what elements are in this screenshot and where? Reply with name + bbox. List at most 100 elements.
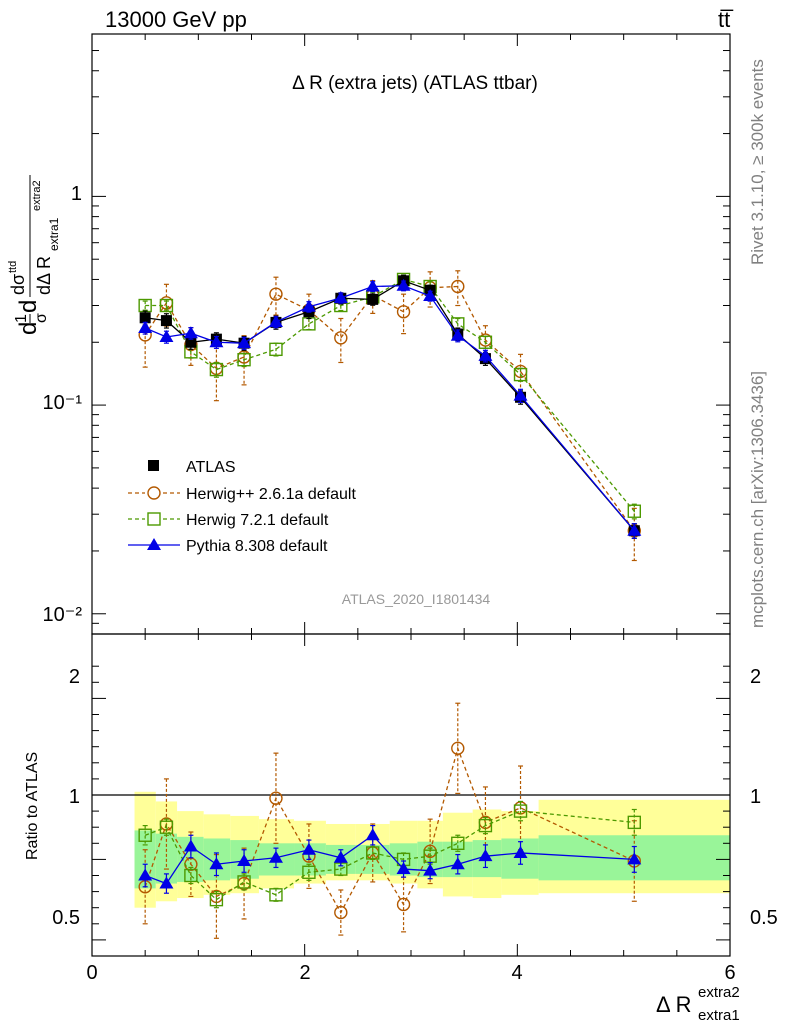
- side-text-bottom: mcplots.cern.ch [arXiv:1306.3436]: [748, 371, 767, 628]
- chart-title: Δ R (extra jets) (ATLAS ttbar): [292, 73, 538, 94]
- top-series-3-point: [301, 299, 316, 312]
- top-series-3-point: [627, 523, 642, 536]
- legend-label-herwigpp: Herwig++ 2.6.1a default: [186, 486, 356, 503]
- ratio-series-1-point: [627, 815, 641, 830]
- legend-label-pythia: Pythia 8.308 default: [186, 538, 328, 555]
- ratio-y-tick-1: 1: [69, 786, 80, 808]
- top-series-0-point: [367, 293, 379, 305]
- top-series-2-point: [627, 504, 641, 518]
- top-series-1-point: [451, 279, 465, 294]
- top-series-3-point: [138, 321, 153, 334]
- ratio-series-0-point: [451, 741, 465, 756]
- ratio-series-2-point: [450, 857, 465, 870]
- svg-text:1: 1: [13, 314, 30, 323]
- ratio-series-2-point: [396, 862, 411, 875]
- top-series-3-point: [183, 326, 198, 339]
- x-tick-0: 0: [86, 962, 97, 984]
- top-series-0-point: [185, 336, 197, 348]
- x-tick-2: 2: [299, 962, 310, 984]
- ratio-series-2-point: [513, 845, 528, 858]
- ratio-series-1-point: [269, 888, 283, 902]
- top-series-1-point: [396, 305, 411, 319]
- ratio-series-1-point: [478, 818, 493, 833]
- top-series-3-point: [423, 289, 438, 302]
- top-series-2-point: [478, 335, 493, 349]
- y-axis-label-main: d 1 σ d dσ ttd dΔ R extra1 extra2: [7, 175, 61, 335]
- top-series-2-point: [159, 298, 174, 313]
- y-tick-label-0.1: 10⁻¹: [43, 392, 83, 414]
- top-series-2-point: [513, 367, 528, 382]
- ratio-series-0-point: [269, 791, 283, 805]
- ratio-series-2-point: [478, 849, 493, 862]
- svg-text:dσ: dσ: [8, 274, 28, 295]
- header-left: 13000 GeV pp: [105, 7, 247, 32]
- ratio-series-1-point: [302, 865, 316, 879]
- ratio-series-1-point: [513, 804, 528, 818]
- top-series-1-point: [269, 287, 283, 301]
- svg-text:ttd: ttd: [7, 261, 19, 273]
- ratio-series-1-point: [138, 828, 152, 842]
- x-tick-4: 4: [511, 962, 522, 984]
- legend-entry-atlas: ATLAS: [148, 459, 236, 476]
- top-series-3-point: [450, 328, 465, 341]
- top-series-3-point: [333, 290, 348, 303]
- ratio-series-2-point: [268, 850, 283, 863]
- ratio-series-2-point: [333, 850, 348, 863]
- svg-text:Δ R: Δ R: [656, 992, 691, 1017]
- ratio-series-1-point: [184, 868, 198, 883]
- x-axis-label: Δ R extra2 extra1: [656, 984, 740, 1024]
- y-tick-label-0.01: 10⁻²: [43, 604, 83, 626]
- ratio-band-inner: [155, 833, 178, 884]
- top-series-2-line: [145, 278, 635, 512]
- svg-text:σ: σ: [33, 313, 50, 323]
- ratio-series-1-point: [451, 836, 465, 850]
- header-right: tt̅: [718, 7, 734, 32]
- svg-text:extra1: extra1: [698, 1007, 740, 1024]
- ratio-y-tick-labels-left: 2 1 0.5: [52, 666, 80, 929]
- ratio-y-tick-2-right: 2: [750, 666, 761, 688]
- ratio-y-axis-label: Ratio to ATLAS: [24, 752, 41, 860]
- top-series-3-point: [209, 335, 224, 348]
- top-series-1-point: [334, 331, 348, 345]
- ratio-series-1-point: [209, 892, 224, 907]
- svg-text:extra1: extra1: [47, 217, 61, 251]
- ratio-panel-ticks: [91, 634, 731, 956]
- ratio-series-1-point: [237, 875, 251, 889]
- ratio-series-0-point: [396, 897, 411, 912]
- ratio-series-2-point: [138, 868, 153, 881]
- svg-text:extra2: extra2: [698, 984, 740, 1001]
- ratio-series-2-point: [423, 863, 438, 876]
- x-tick-labels: 0 2 4 6: [86, 962, 735, 984]
- svg-text:d: d: [15, 300, 42, 313]
- x-tick-6: 6: [724, 962, 735, 984]
- top-series-2-point: [269, 342, 283, 357]
- ratio-y-tick-1-right: 1: [750, 786, 761, 808]
- legend-entry-pythia: Pythia 8.308 default: [128, 538, 328, 555]
- svg-text:extra2: extra2: [31, 180, 43, 211]
- side-text-top: Rivet 3.1.10, ≥ 300k events: [748, 59, 767, 265]
- ratio-series-1-point: [159, 820, 174, 834]
- legend-label-herwig7: Herwig 7.2.1 default: [186, 512, 329, 529]
- top-series-2-point: [209, 362, 224, 377]
- legend: ATLAS Herwig++ 2.6.1a default Herwig 7.2…: [128, 459, 356, 555]
- ratio-series-2-point: [301, 842, 316, 855]
- top-series-3-point: [237, 336, 252, 349]
- top-series-0-point: [139, 312, 151, 324]
- top-series-0-point: [160, 315, 172, 327]
- watermark: ATLAS_2020_I1801434: [342, 591, 491, 607]
- top-series-3-point: [159, 329, 174, 342]
- ratio-series-2-point: [209, 857, 224, 870]
- top-series-3-point: [513, 388, 528, 401]
- svg-text:d: d: [15, 322, 42, 335]
- top-series-2-point: [237, 352, 251, 367]
- legend-entry-herwig7: Herwig 7.2.1 default: [128, 512, 329, 529]
- ratio-y-tick-2: 2: [69, 666, 80, 688]
- ratio-series-1-point: [366, 846, 380, 860]
- ratio-series-2-point: [365, 828, 380, 841]
- y-tick-label-1: 1: [71, 183, 82, 205]
- legend-entry-herwigpp: Herwig++ 2.6.1a default: [128, 486, 356, 503]
- ratio-series-2-point: [159, 876, 174, 889]
- top-series-3-point: [396, 278, 411, 291]
- ratio-series-2-point: [237, 854, 252, 867]
